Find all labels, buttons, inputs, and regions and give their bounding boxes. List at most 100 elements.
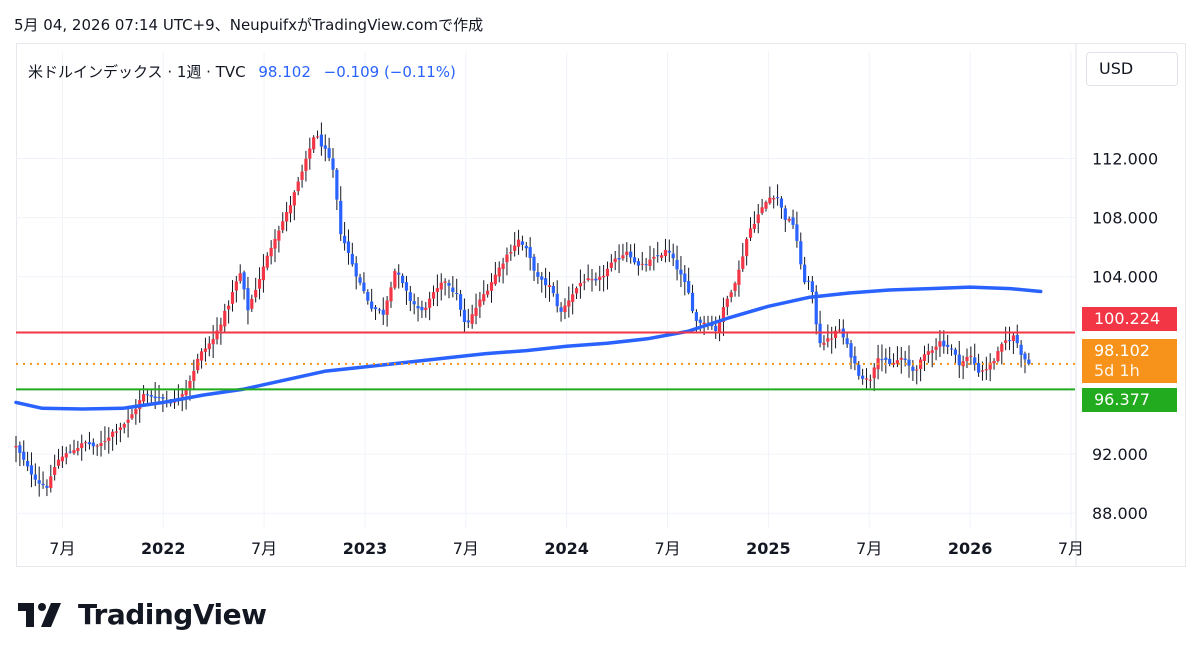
candle-body [362, 282, 366, 292]
candle-body [389, 287, 393, 302]
candle-body [899, 357, 903, 360]
candle-body [269, 247, 273, 257]
candle-body [219, 324, 223, 331]
candle-body [833, 330, 838, 339]
candle-body [590, 279, 594, 281]
candle-body [482, 294, 486, 302]
candle-body [752, 223, 756, 229]
candle-body [969, 355, 973, 357]
x-tick-label: 2022 [141, 539, 186, 558]
candle-body [571, 294, 575, 302]
candle-body [578, 282, 583, 287]
candle-body [246, 288, 250, 311]
candle-body [907, 359, 911, 366]
candle-body [134, 409, 138, 415]
candle-body [988, 362, 992, 370]
candle-body [930, 350, 934, 353]
candle-body [605, 268, 610, 277]
symbol-name: 米ドルインデックス · 1週 · TVC [28, 63, 246, 81]
y-tick-label: 108.000 [1092, 209, 1158, 228]
candle-body [698, 319, 702, 323]
candle-body [602, 275, 606, 278]
candle-body [41, 483, 45, 486]
candle-body [319, 134, 324, 147]
candle-body [520, 241, 525, 245]
candle-body [435, 288, 439, 292]
candle-body [640, 263, 644, 265]
candle-body [659, 255, 664, 258]
candle-body [687, 281, 691, 293]
tradingview-logo-icon [18, 602, 61, 627]
candle-body [922, 354, 927, 361]
candle-body [532, 256, 536, 271]
candle-body [18, 445, 22, 453]
candle-body [768, 197, 772, 204]
candle-body [424, 307, 428, 311]
candle-body [965, 356, 969, 362]
candle-body [60, 456, 64, 462]
candle-body [911, 366, 915, 371]
candle-body [1000, 344, 1004, 352]
candle-body [702, 322, 706, 325]
candle-body [350, 253, 354, 265]
candle-body [25, 460, 30, 467]
support-price-tag: 96.377 [1082, 388, 1177, 412]
candle-body [574, 288, 579, 294]
candle-body [103, 441, 107, 443]
y-tick-label: 88.000 [1092, 504, 1148, 523]
x-tick-label: 2023 [343, 539, 388, 558]
candle-body [745, 239, 749, 257]
candle-body [188, 380, 192, 389]
candle-body [861, 375, 865, 379]
chart-frame [16, 43, 1186, 567]
last-price-tag: 98.102 5d 1h [1082, 339, 1177, 383]
candle-body [234, 281, 238, 291]
candle-body [1004, 340, 1008, 343]
candle-body [636, 261, 641, 266]
candle-body [466, 320, 470, 323]
candle-body [64, 453, 68, 458]
candle-body [486, 290, 490, 295]
candle-body [586, 278, 590, 280]
currency-button[interactable]: USD [1086, 52, 1178, 86]
resistance-price-label: 100.224 [1094, 309, 1161, 328]
candle-body [331, 158, 335, 170]
candle-body [632, 257, 637, 263]
x-tick-label: 7月 [1058, 539, 1084, 558]
candle-body [393, 271, 397, 288]
candle-body [126, 419, 130, 423]
symbol-legend[interactable]: 米ドルインデックス · 1週 · TVC 98.102 −0.109 (−0.1… [28, 61, 456, 82]
candle-body [339, 200, 343, 235]
candle-body [799, 241, 803, 265]
candle-body [14, 445, 18, 448]
candle-body [946, 344, 950, 347]
candle-body [250, 298, 254, 309]
candle-body [555, 293, 559, 307]
candle-body [95, 445, 99, 447]
candle-body [296, 181, 300, 192]
candle-body [849, 343, 853, 358]
candle-body [257, 279, 262, 289]
candle-body [864, 378, 869, 380]
candle-body [737, 269, 741, 285]
candle-body [748, 228, 753, 238]
candle-body [428, 298, 432, 308]
candle-body [416, 306, 420, 309]
candle-body [130, 414, 134, 419]
candle-body [49, 476, 53, 489]
candle-body [976, 362, 981, 373]
candle-body [957, 354, 961, 366]
candle-body [265, 255, 269, 268]
candle-body [29, 465, 34, 475]
candle-body [238, 273, 242, 281]
last-price-label: 98.102 [1094, 341, 1150, 360]
candle-body [868, 379, 872, 381]
x-tick-label: 2025 [746, 539, 791, 558]
candle-body [323, 145, 327, 149]
candle-body [381, 309, 385, 315]
candle-body [783, 208, 787, 220]
candle-body [385, 300, 389, 315]
candle-body [516, 239, 521, 247]
price-change-value: −0.109 (−0.11%) [323, 63, 456, 81]
